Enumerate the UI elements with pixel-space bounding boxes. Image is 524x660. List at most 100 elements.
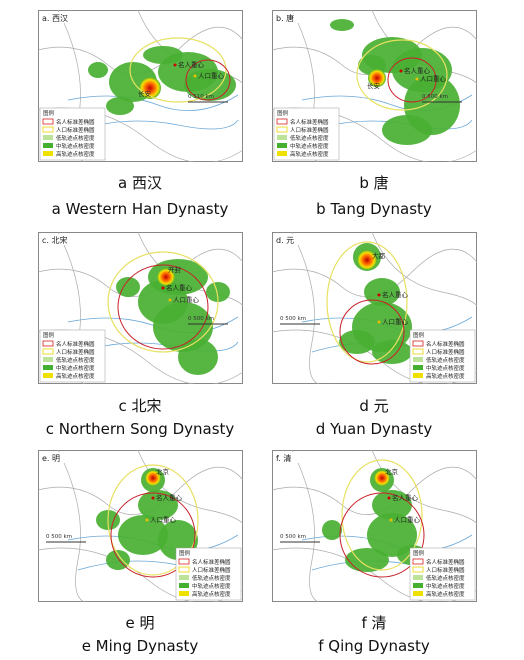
density-area [88, 62, 108, 78]
legend-swatch [42, 340, 54, 347]
legend-swatch [43, 135, 53, 140]
caption-english: a Western Han Dynasty [51, 200, 229, 218]
legend-swatch [277, 135, 287, 140]
scale-label: 0 500 km [188, 316, 214, 322]
population-point [377, 320, 381, 324]
population-ellipse [107, 464, 199, 576]
population-point [168, 298, 172, 302]
capital-label: 北京 [385, 467, 399, 476]
legend-title: 图例 [413, 549, 425, 557]
legend-title: 图例 [277, 109, 289, 117]
caption-chinese: e 明 [125, 614, 155, 632]
celebrity-ellipse [339, 492, 425, 578]
legend-label: 高轨迹点核密度 [426, 590, 465, 598]
celebrity-point [399, 69, 403, 73]
population-ellipse [356, 39, 448, 111]
celebrity-ellipse [117, 264, 209, 350]
density-area [106, 97, 134, 115]
legend-label: 名人标准差椭圆 [56, 340, 95, 348]
density-area [330, 19, 354, 31]
density-area [339, 330, 375, 354]
panel-label-bg [40, 452, 76, 463]
legend-label: 低轨迹点核密度 [426, 574, 465, 582]
population-ellipse [326, 241, 408, 363]
celebrity-point [151, 496, 155, 500]
population-point [145, 518, 149, 522]
legend-label: 人口标准差椭圆 [426, 348, 465, 356]
capital-label: 长安 [367, 81, 381, 90]
legend-label: 中轨迹点核密度 [56, 364, 95, 372]
panel-label: f. 清 [276, 453, 291, 463]
legend-swatch [42, 348, 54, 355]
caption-chinese: f 清 [361, 614, 387, 632]
scale-label: 0 500 km [280, 534, 306, 540]
border-line [38, 547, 243, 602]
legend-label: 低轨迹点核密度 [56, 356, 95, 364]
panel-label-bg [274, 234, 310, 245]
legend-label: 人口标准差椭圆 [426, 566, 465, 574]
border-line [291, 450, 332, 602]
legend-swatch [413, 373, 423, 378]
capital-label: 开封 [168, 265, 182, 274]
density-area [322, 520, 342, 540]
population-point [193, 74, 197, 78]
celebrity-point [387, 496, 391, 500]
density-hotspot [145, 470, 161, 486]
legend-label: 低轨迹点核密度 [192, 574, 231, 582]
population-center-label: 人口重心 [150, 516, 177, 524]
density-area [143, 46, 183, 64]
population-ellipse [129, 37, 227, 103]
river [77, 119, 239, 131]
caption-english: b Tang Dynasty [316, 200, 432, 218]
border-line [291, 232, 332, 384]
legend-swatch [179, 575, 189, 580]
legend-swatch [413, 583, 423, 588]
panel-label: e. 明 [42, 454, 60, 463]
legend-label: 人口标准差椭圆 [290, 126, 329, 134]
river [67, 94, 239, 111]
panel-label-bg [40, 12, 76, 23]
celebrity-ellipse [185, 59, 231, 101]
legend-label: 名人标准差椭圆 [426, 340, 465, 348]
caption-chinese: c 北宋 [118, 397, 162, 415]
caption-english: d Yuan Dynasty [315, 420, 433, 438]
density-hotspot [374, 470, 390, 486]
legend-label: 名人标准差椭圆 [426, 558, 465, 566]
legend-label: 名人标准差椭圆 [290, 118, 329, 126]
border-line [57, 450, 98, 602]
population-point [389, 518, 393, 522]
celebrity-point [173, 63, 177, 67]
density-area [184, 69, 236, 101]
legend-label: 名人标准差椭圆 [56, 118, 95, 126]
panel-label: c. 北宋 [42, 235, 67, 245]
legend-title: 图例 [43, 109, 55, 117]
legend-label: 名人标准差椭圆 [192, 558, 231, 566]
caption-chinese: d 元 [359, 397, 389, 415]
legend-swatch [413, 365, 423, 370]
legend-swatch [276, 126, 288, 133]
legend-swatch [276, 118, 288, 125]
population-center-label: 人口重心 [420, 75, 447, 83]
population-center-label: 人口重心 [382, 318, 409, 326]
panel-label: d. 元 [276, 236, 294, 245]
density-hotspot [357, 250, 377, 270]
panel-label: b. 唐 [276, 13, 294, 23]
panel-label-bg [40, 234, 76, 245]
legend-title: 图例 [179, 549, 191, 557]
celebrity-center-label: 名人重心 [404, 66, 431, 75]
scale-label: 0 500 km [280, 316, 306, 322]
border-line [371, 232, 477, 322]
legend-swatch [412, 348, 424, 355]
legend-label: 低轨迹点核密度 [426, 356, 465, 364]
population-center-label: 人口重心 [173, 296, 200, 304]
scale-label: 0 510 km [188, 94, 214, 100]
scale-label: 0 500 km [46, 534, 72, 540]
density-area [345, 548, 389, 572]
legend-label: 人口标准差椭圆 [56, 348, 95, 356]
legend-title: 图例 [43, 331, 55, 339]
legend-swatch [178, 566, 190, 573]
